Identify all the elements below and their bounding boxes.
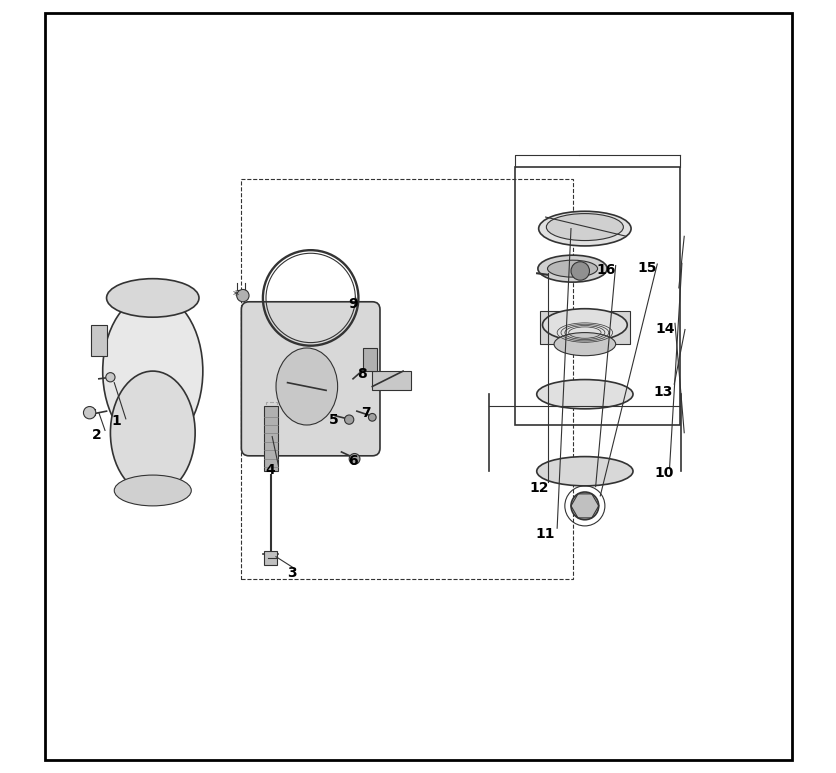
Ellipse shape [106, 279, 199, 317]
Bar [266, 402, 277, 470]
Ellipse shape [110, 371, 195, 494]
Text: 2: 2 [92, 428, 101, 442]
Text: 1: 1 [111, 414, 121, 428]
Bar [363, 348, 376, 371]
Bar [539, 311, 629, 344]
Ellipse shape [553, 332, 615, 356]
Ellipse shape [538, 211, 630, 246]
Ellipse shape [542, 308, 626, 341]
Bar [514, 167, 680, 425]
Text: 8: 8 [357, 367, 367, 381]
Text: 7: 7 [361, 407, 370, 421]
Text: 10: 10 [654, 466, 673, 480]
Text: 12: 12 [529, 481, 548, 495]
Text: 4: 4 [265, 463, 274, 477]
Text: 9: 9 [348, 297, 358, 311]
Ellipse shape [546, 213, 623, 240]
Circle shape [570, 492, 598, 519]
Circle shape [84, 407, 95, 419]
Ellipse shape [547, 261, 597, 278]
Circle shape [237, 289, 249, 301]
Ellipse shape [536, 457, 632, 486]
Ellipse shape [536, 380, 632, 409]
Bar [264, 406, 278, 472]
Text: 11: 11 [534, 527, 554, 541]
Bar [241, 179, 572, 579]
Circle shape [344, 415, 354, 424]
Ellipse shape [115, 475, 191, 506]
Bar [372, 371, 410, 390]
Text: 5: 5 [329, 413, 339, 427]
Text: 13: 13 [652, 385, 671, 399]
Ellipse shape [103, 294, 202, 448]
Text: 3: 3 [287, 566, 297, 580]
Circle shape [105, 373, 115, 382]
Text: 15: 15 [637, 261, 656, 275]
Ellipse shape [276, 348, 337, 425]
Text: 14: 14 [655, 322, 674, 335]
Text: *: * [232, 289, 239, 302]
Text: 6: 6 [348, 455, 358, 468]
Bar [264, 551, 277, 565]
Circle shape [570, 262, 589, 280]
FancyBboxPatch shape [241, 301, 380, 456]
Ellipse shape [538, 255, 606, 282]
Text: 16: 16 [596, 263, 615, 278]
Circle shape [349, 454, 359, 465]
Bar [91, 325, 106, 356]
Circle shape [368, 414, 375, 421]
